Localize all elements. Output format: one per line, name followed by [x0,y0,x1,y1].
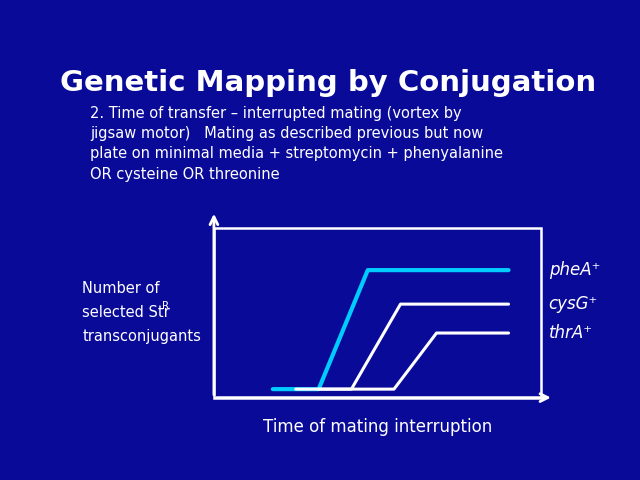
Text: Number of: Number of [83,281,160,296]
Text: thrA⁺: thrA⁺ [548,324,593,342]
Text: Genetic Mapping by Conjugation: Genetic Mapping by Conjugation [60,69,596,96]
Text: R: R [162,301,169,311]
Bar [214,228,541,397]
Text: 2. Time of transfer – interrupted mating (vortex by
jigsaw motor)   Mating as de: 2. Time of transfer – interrupted mating… [90,106,503,182]
Text: cysG⁺: cysG⁺ [548,295,598,313]
Text: transconjugants: transconjugants [83,329,202,344]
Text: pheA⁺: pheA⁺ [548,261,600,279]
Text: Time of mating interruption: Time of mating interruption [263,418,492,436]
Text: selected Str: selected Str [83,305,170,320]
